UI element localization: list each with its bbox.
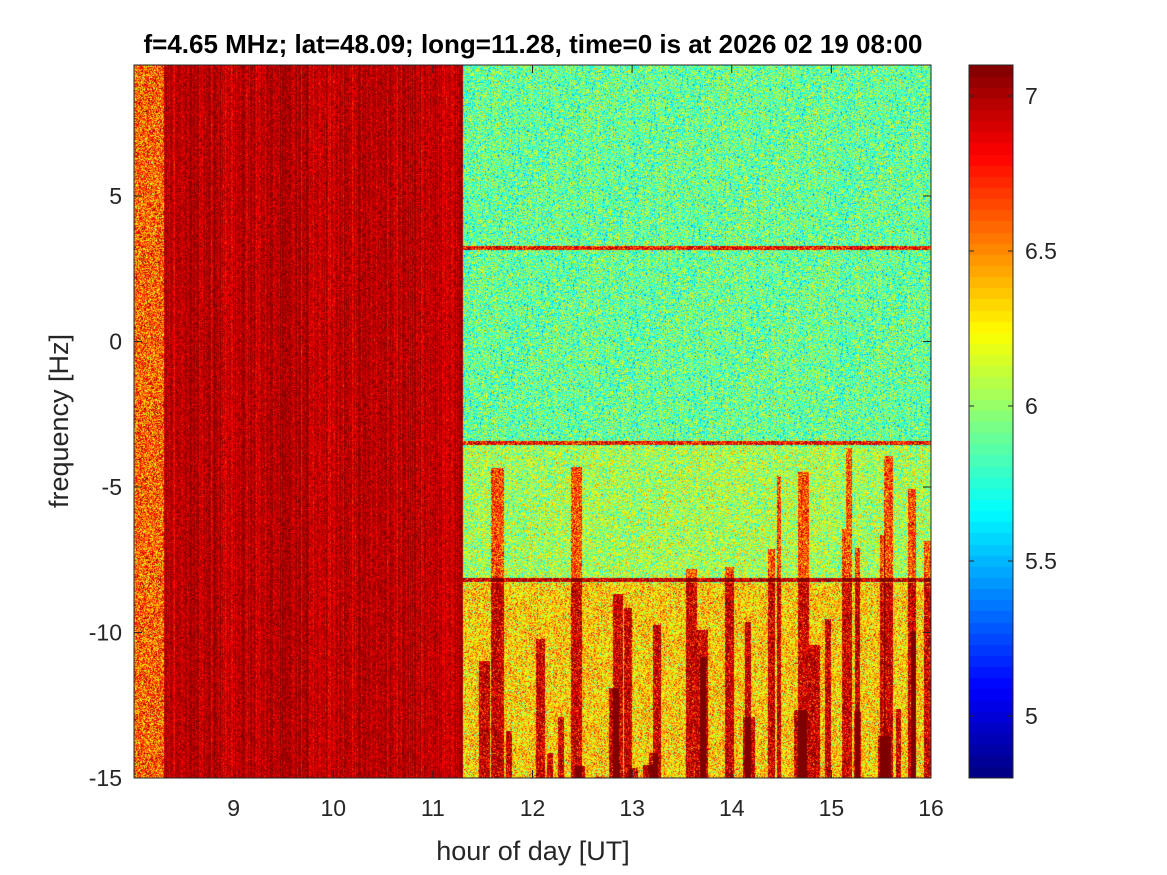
- y-tick-label: -15: [89, 765, 122, 791]
- x-tick-label: 10: [320, 795, 346, 821]
- spectrogram-heatmap: [134, 65, 931, 778]
- x-tick-label: 15: [819, 795, 845, 821]
- x-tick-label: 12: [520, 795, 546, 821]
- x-axis-label: hour of day [UT]: [436, 836, 630, 866]
- y-axis: -15 -10 -5 0 5: [89, 183, 931, 791]
- colorbar-tick-label: 5: [1025, 703, 1038, 729]
- y-tick-label: 5: [109, 183, 122, 209]
- colorbar-tick-label: 5.5: [1025, 548, 1057, 574]
- colorbar-tick-label: 6.5: [1025, 238, 1057, 264]
- plot-frame: [133, 64, 932, 779]
- x-tick-label: 11: [421, 795, 445, 821]
- chart-title: f=4.65 MHz; lat=48.09; long=11.28, time=…: [143, 29, 922, 59]
- x-tick-label: 13: [619, 795, 645, 821]
- x-tick-label: 14: [719, 795, 745, 821]
- y-tick-label: 0: [109, 328, 122, 354]
- colorbar: [969, 65, 1013, 778]
- colorbar-tick-label: 7: [1025, 83, 1038, 109]
- x-axis: 9 10 11 12 13 14 15 16: [227, 65, 944, 821]
- colorbar-frame: [968, 64, 1014, 779]
- x-tick-label: 16: [918, 795, 944, 821]
- y-tick-label: -5: [102, 474, 122, 500]
- y-tick-label: -10: [89, 619, 122, 645]
- y-axis-label: frequency [Hz]: [44, 334, 74, 508]
- x-tick-label: 9: [227, 795, 240, 821]
- colorbar-axis: 5 5.5 6 6.5 7: [969, 83, 1057, 729]
- colorbar-tick-label: 6: [1025, 393, 1038, 419]
